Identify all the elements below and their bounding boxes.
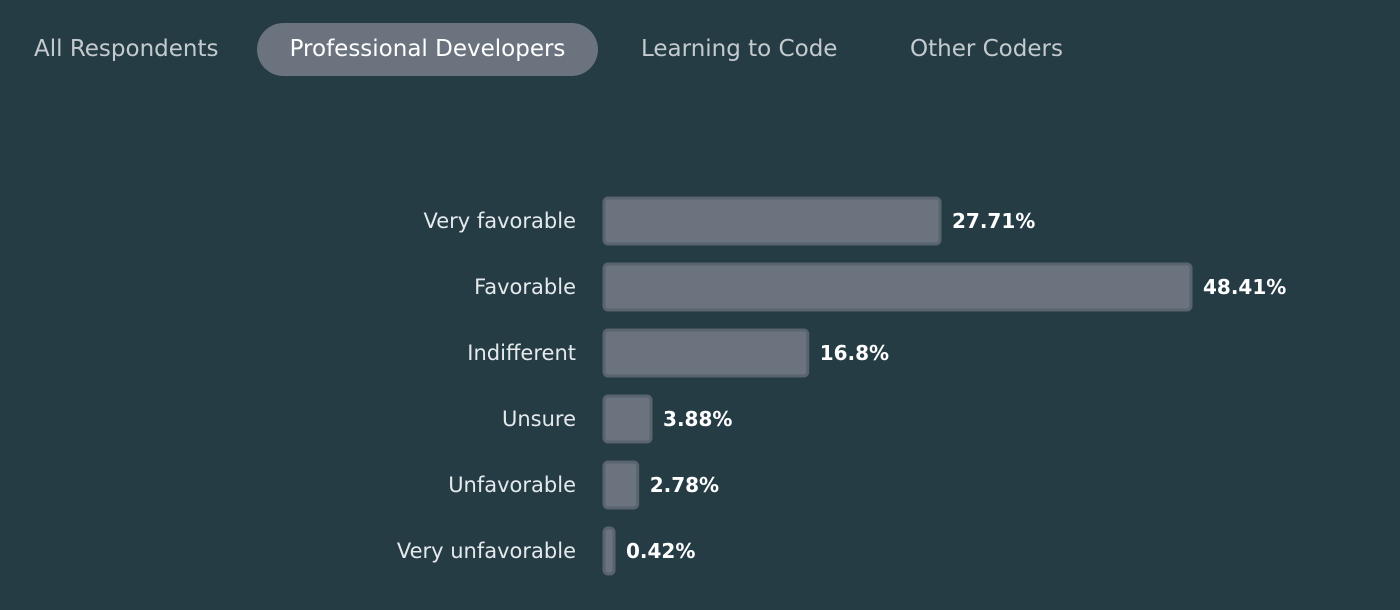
category-label: Unsure	[502, 407, 576, 431]
category-label: Indifferent	[467, 341, 576, 365]
category-label: Very unfavorable	[397, 539, 576, 563]
tab-all-respondents[interactable]: All Respondents	[34, 36, 219, 62]
tab-other-coders[interactable]: Other Coders	[910, 36, 1063, 62]
value-label: 2.78%	[650, 473, 719, 497]
bar[interactable]	[602, 196, 942, 246]
value-label: 16.8%	[820, 341, 889, 365]
respondent-tabs: All Respondents Professional Developers …	[0, 23, 1400, 77]
bar[interactable]	[602, 394, 653, 444]
value-label: 27.71%	[952, 209, 1035, 233]
bar[interactable]	[602, 460, 640, 510]
bar[interactable]	[602, 328, 810, 378]
bar[interactable]	[602, 526, 616, 576]
category-label: Favorable	[474, 275, 576, 299]
value-label: 3.88%	[663, 407, 732, 431]
bar[interactable]	[602, 262, 1193, 312]
value-label: 0.42%	[626, 539, 695, 563]
tab-learning-to-code[interactable]: Learning to Code	[641, 36, 838, 62]
category-label: Very favorable	[423, 209, 576, 233]
category-label: Unfavorable	[448, 473, 576, 497]
value-label: 48.41%	[1203, 275, 1286, 299]
tab-professional-developers[interactable]: Professional Developers	[257, 23, 598, 76]
